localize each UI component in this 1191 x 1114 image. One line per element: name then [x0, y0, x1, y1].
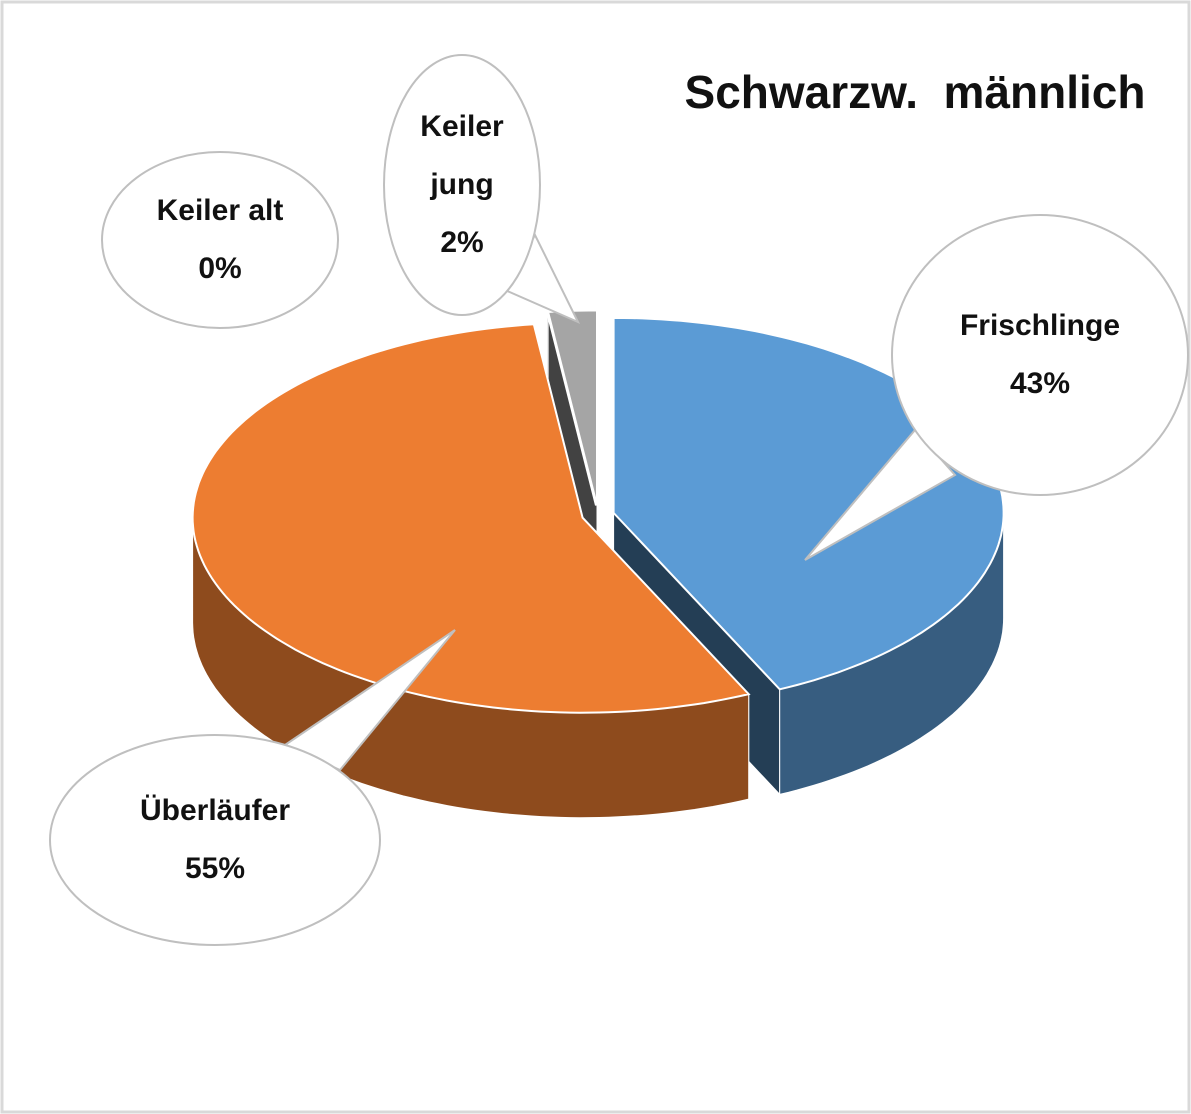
data-label: Keiler alt 0% [120, 182, 320, 298]
slice [191, 323, 751, 714]
value-label: 2% [440, 226, 484, 259]
category-label: Frischlinge [959, 309, 1121, 342]
category-label: Überläufer [139, 794, 291, 827]
value-label: 43% [1009, 367, 1071, 400]
category-label: Keiler jung [420, 110, 504, 201]
value-label: 55% [184, 852, 246, 885]
category-label: Keiler alt [156, 194, 284, 227]
value-label: 0% [198, 252, 242, 285]
callout-bubble [49, 734, 381, 946]
callouts [49, 54, 1189, 946]
callout-bubble [383, 54, 541, 316]
chart-title: Schwarzw. männlich [684, 66, 1146, 118]
data-label: Keiler jung 2% [407, 98, 517, 272]
data-label: Frischlinge 43% [930, 297, 1150, 413]
callout-bubble [891, 214, 1189, 496]
data-label: Überläufer 55% [95, 782, 335, 898]
callout-bubble [101, 151, 339, 329]
